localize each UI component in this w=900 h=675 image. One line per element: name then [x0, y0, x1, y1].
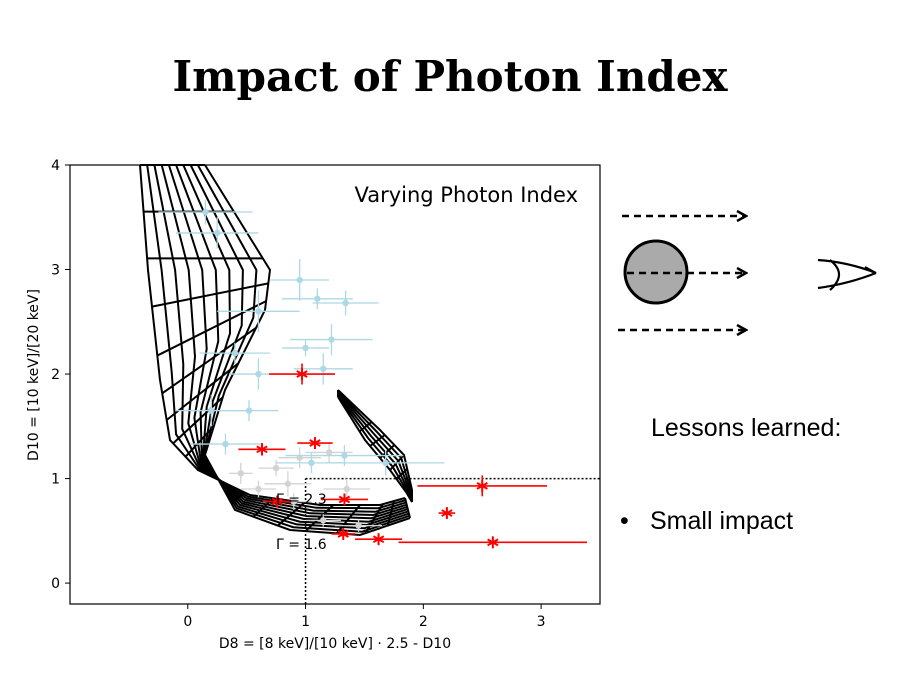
- data-point: [219, 400, 279, 422]
- y-tick-label: 2: [51, 367, 60, 383]
- x-tick-label: 1: [301, 614, 310, 630]
- y-axis-label: D10 = [10 keV]/[20 keV]: [26, 289, 42, 461]
- sphere-icon: [623, 239, 689, 305]
- data-point: [305, 514, 341, 527]
- data-point: [190, 433, 261, 455]
- data-points-layer: [158, 199, 588, 549]
- grid-model-layer: [139, 164, 413, 537]
- data-point: [278, 447, 321, 469]
- data-point: [217, 290, 300, 333]
- data-point: [240, 480, 277, 498]
- x-axis-label: D8 = [8 keV]/[10 keV] · 2.5 - D10: [219, 636, 451, 652]
- data-point: [290, 323, 373, 356]
- y-tick-label: 0: [51, 576, 60, 592]
- bullet-symbol: •: [620, 507, 629, 535]
- data-point: [269, 363, 335, 385]
- data-point: [282, 288, 353, 310]
- data-point: [158, 199, 253, 225]
- annotation-gamma-low: Γ = 1.6: [276, 537, 327, 553]
- data-point: [323, 478, 371, 500]
- data-point: [282, 339, 330, 357]
- scatter-chart: 0 1 2 3 0 1 2 3 4 Varying Photon Index Γ = 2.3 Γ…: [26, 158, 601, 652]
- x-tick-label: 3: [537, 614, 546, 630]
- axes-layer: 0 1 2 3 0 1 2 3 4: [51, 158, 601, 630]
- data-point: [293, 353, 353, 385]
- bullet-item: • Small impact: [620, 507, 793, 536]
- data-point: [331, 527, 356, 540]
- data-point: [320, 493, 368, 506]
- y-tick-label: 4: [51, 158, 60, 174]
- data-point: [229, 462, 253, 484]
- model-grid-flap: [337, 389, 413, 503]
- y-tick-label: 3: [51, 263, 60, 279]
- data-point: [355, 533, 403, 546]
- chart-title: Varying Photon Index: [354, 183, 578, 207]
- x-tick-label: 0: [183, 614, 192, 630]
- bullet-text: Small impact: [650, 507, 794, 535]
- data-point: [270, 259, 330, 301]
- data-point: [398, 536, 588, 549]
- data-point: [199, 342, 271, 364]
- data-point: [417, 475, 547, 497]
- threshold-guide-lines: [304, 477, 600, 604]
- lessons-heading: Lessons learned:: [651, 414, 842, 442]
- y-tick-label: 1: [51, 472, 60, 488]
- data-point: [438, 507, 456, 520]
- data-point: [335, 519, 383, 532]
- plot-frame: [69, 164, 601, 605]
- data-point: [276, 452, 347, 474]
- eye-icon: [817, 258, 877, 291]
- slide-title: Impact of Photon Index: [172, 52, 728, 101]
- annotation-gamma-high: Γ = 2.3: [276, 492, 327, 508]
- data-point: [312, 290, 379, 316]
- data-point: [238, 443, 286, 456]
- data-point: [264, 471, 312, 497]
- x-tick-label: 2: [419, 614, 428, 630]
- data-point: [176, 217, 259, 249]
- data-point: [263, 495, 292, 508]
- data-point: [297, 437, 333, 450]
- model-grid-main: [139, 164, 411, 537]
